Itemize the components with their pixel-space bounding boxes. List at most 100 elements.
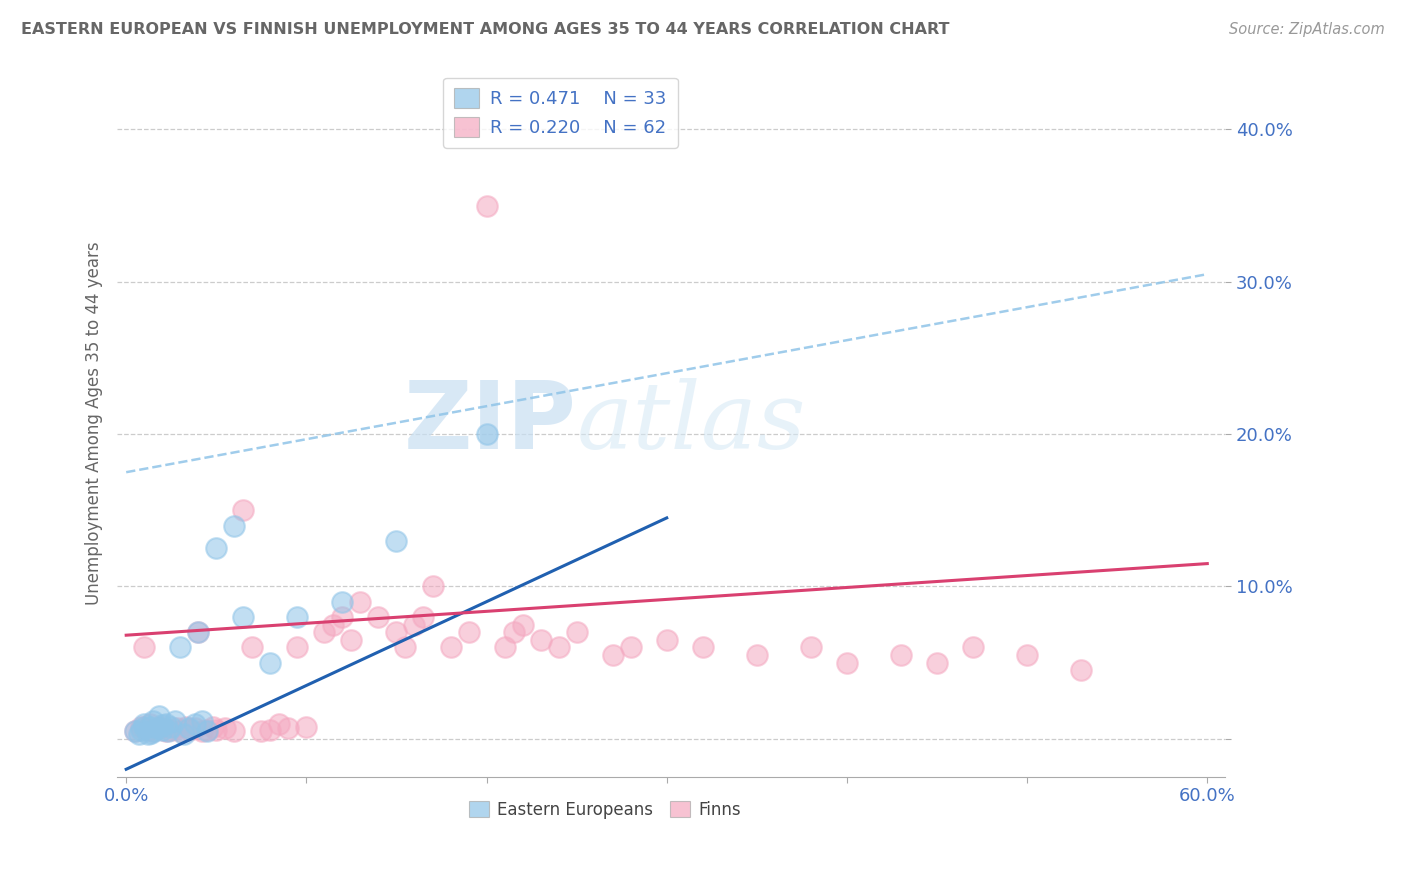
Point: [183, 721, 205, 735]
Point: [134, 640, 156, 655]
Point: [404, 617, 426, 632]
Point: [475, 427, 498, 442]
Point: [367, 610, 389, 624]
Point: [314, 625, 336, 640]
Point: [205, 723, 228, 737]
Point: [160, 720, 183, 734]
Point: [179, 723, 201, 737]
Point: [385, 625, 408, 640]
Point: [128, 727, 150, 741]
Point: [134, 720, 156, 734]
Point: [655, 632, 678, 647]
Point: [136, 723, 159, 737]
Point: [475, 199, 498, 213]
Point: [155, 716, 177, 731]
Point: [134, 716, 156, 731]
Point: [457, 625, 479, 640]
Text: Source: ZipAtlas.com: Source: ZipAtlas.com: [1229, 22, 1385, 37]
Point: [925, 656, 948, 670]
Point: [124, 724, 146, 739]
Point: [160, 723, 183, 737]
Point: [163, 714, 186, 728]
Point: [224, 518, 246, 533]
Point: [136, 727, 159, 741]
Point: [138, 716, 160, 731]
Point: [124, 724, 146, 739]
Point: [187, 625, 209, 640]
Point: [1070, 663, 1092, 677]
Point: [332, 595, 354, 609]
Point: [195, 724, 218, 739]
Point: [800, 640, 823, 655]
Point: [285, 610, 308, 624]
Point: [173, 727, 195, 741]
Point: [155, 724, 177, 739]
Point: [502, 625, 524, 640]
Point: [150, 718, 173, 732]
Point: [129, 720, 152, 734]
Point: [322, 617, 344, 632]
Point: [150, 723, 173, 737]
Point: [422, 579, 444, 593]
Point: [174, 720, 197, 734]
Point: [620, 640, 643, 655]
Point: [494, 640, 516, 655]
Text: ZIP: ZIP: [404, 376, 576, 468]
Point: [169, 640, 191, 655]
Point: [166, 721, 188, 735]
Point: [191, 714, 214, 728]
Point: [142, 724, 165, 739]
Point: [156, 724, 179, 739]
Point: [148, 721, 170, 735]
Point: [547, 640, 569, 655]
Point: [150, 720, 173, 734]
Point: [349, 595, 371, 609]
Text: atlas: atlas: [576, 377, 807, 467]
Point: [835, 656, 858, 670]
Point: [385, 533, 408, 548]
Point: [169, 724, 191, 739]
Point: [602, 648, 624, 662]
Point: [141, 725, 163, 739]
Point: [205, 541, 228, 556]
Y-axis label: Unemployment Among Ages 35 to 44 years: Unemployment Among Ages 35 to 44 years: [86, 241, 103, 605]
Point: [240, 640, 263, 655]
Text: EASTERN EUROPEAN VS FINNISH UNEMPLOYMENT AMONG AGES 35 TO 44 YEARS CORRELATION C: EASTERN EUROPEAN VS FINNISH UNEMPLOYMENT…: [21, 22, 949, 37]
Point: [269, 716, 291, 731]
Point: [250, 724, 273, 739]
Point: [201, 720, 224, 734]
Point: [962, 640, 984, 655]
Point: [142, 714, 165, 728]
Point: [129, 723, 152, 737]
Point: [183, 716, 205, 731]
Point: [692, 640, 714, 655]
Point: [187, 625, 209, 640]
Point: [259, 656, 281, 670]
Point: [232, 610, 254, 624]
Point: [512, 617, 534, 632]
Point: [138, 720, 160, 734]
Point: [745, 648, 768, 662]
Point: [142, 724, 165, 739]
Point: [340, 632, 363, 647]
Point: [148, 721, 170, 735]
Point: [277, 721, 299, 735]
Point: [179, 721, 201, 735]
Point: [295, 720, 318, 734]
Point: [890, 648, 912, 662]
Point: [565, 625, 588, 640]
Point: [148, 709, 170, 723]
Point: [394, 640, 416, 655]
Point: [530, 632, 553, 647]
Point: [191, 724, 214, 739]
Point: [259, 723, 281, 737]
Point: [195, 723, 218, 737]
Point: [412, 610, 434, 624]
Point: [439, 640, 461, 655]
Point: [1017, 648, 1039, 662]
Point: [332, 610, 354, 624]
Point: [214, 721, 236, 735]
Point: [232, 503, 254, 517]
Point: [285, 640, 308, 655]
Legend: Eastern Europeans, Finns: Eastern Europeans, Finns: [463, 794, 748, 825]
